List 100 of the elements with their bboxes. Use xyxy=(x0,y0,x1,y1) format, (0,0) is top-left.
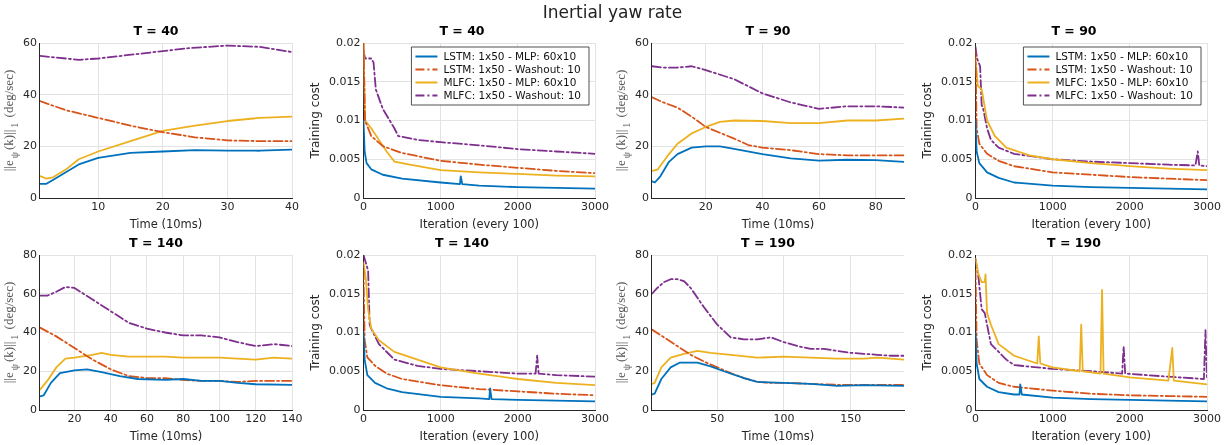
x-tick-label: 60 xyxy=(139,412,154,426)
x-axis-title: Iteration (every 100) xyxy=(419,217,539,232)
y-axis-title: ||eψ(k)||1 (deg/sec) xyxy=(613,281,632,384)
y-tick-label: 0 xyxy=(642,190,649,204)
x-tick-label: 2000 xyxy=(1115,200,1144,214)
y-tick-label: 0.01 xyxy=(947,113,973,127)
x-tick-label: 80 xyxy=(868,200,883,214)
chart-title: T = 90 xyxy=(1051,22,1097,38)
legend-label: LSTM: 1x50 - Washout: 10 xyxy=(1055,62,1193,75)
y-tick-label: 0 xyxy=(30,190,37,204)
chart-title: T = 40 xyxy=(439,22,485,38)
y-tick-label: 20 xyxy=(23,139,37,153)
y-tick-label: 0 xyxy=(30,402,37,416)
x-axis-title: Iteration (every 100) xyxy=(1031,217,1151,232)
y-axis-title: Training cost xyxy=(920,294,935,372)
y-tick-label: 60 xyxy=(635,286,649,300)
x-axis-title: Time (10ms) xyxy=(128,217,203,232)
y-tick-label: 20 xyxy=(23,364,37,378)
y-tick-label: 0.02 xyxy=(335,247,361,261)
x-tick-label: 40 xyxy=(755,200,770,214)
y-tick-label: 80 xyxy=(23,247,37,261)
y-tick-label: 0.01 xyxy=(335,113,361,127)
x-tick-label: 1000 xyxy=(426,412,455,426)
x-tick-label: 3000 xyxy=(581,412,609,426)
y-tick-label: 0 xyxy=(965,402,973,416)
y-tick-label: 0 xyxy=(965,190,973,204)
y-tick-label: 0.015 xyxy=(940,74,973,88)
y-tick-label: 60 xyxy=(23,35,37,49)
y-tick-label: 60 xyxy=(23,286,37,300)
line-series xyxy=(652,278,904,357)
legend-label: MLFC: 1x50 - MLP: 60x10 xyxy=(443,75,577,88)
line-series xyxy=(40,286,292,347)
y-tick-label: 0.005 xyxy=(940,364,973,378)
chart-title: T = 190 xyxy=(1047,234,1102,250)
x-tick-label: 3000 xyxy=(581,200,609,214)
x-axis-title: Time (10ms) xyxy=(128,429,203,444)
x-axis-title: Iteration (every 100) xyxy=(1031,429,1151,444)
x-axis-title: Time (10ms) xyxy=(740,429,815,444)
x-tick-label: 60 xyxy=(812,200,827,214)
y-tick-label: 0.015 xyxy=(328,74,361,88)
line-series xyxy=(652,96,904,157)
y-tick-label: 40 xyxy=(635,87,649,101)
y-tick-label: 60 xyxy=(635,35,649,49)
legend-label: MLFC: 1x50 - Washout: 10 xyxy=(1055,88,1193,101)
y-tick-label: 0 xyxy=(353,190,361,204)
y-tick-label: 0.005 xyxy=(328,152,361,166)
y-axis-title: ||eψ(k)||1 (deg/sec) xyxy=(1,281,20,384)
y-tick-label: 0.015 xyxy=(940,286,973,300)
x-tick-label: 20 xyxy=(67,412,82,426)
line-series xyxy=(652,65,904,110)
x-tick-label: 20 xyxy=(155,200,170,214)
chart-title: T = 40 xyxy=(133,22,179,38)
x-tick-label: 150 xyxy=(840,412,862,426)
legend-label: LSTM: 1x50 - Washout: 10 xyxy=(443,62,581,75)
x-tick-label: 40 xyxy=(285,200,299,214)
y-tick-label: 0.01 xyxy=(335,325,361,339)
y-axis-title: ||eψ(k)||1 (deg/sec) xyxy=(1,69,20,172)
y-tick-label: 0.02 xyxy=(947,247,973,261)
line-series xyxy=(40,326,292,383)
x-tick-label: 140 xyxy=(281,412,303,426)
y-tick-label: 0.005 xyxy=(328,364,361,378)
legend-label: MLFC: 1x50 - MLP: 60x10 xyxy=(1055,75,1189,88)
x-tick-label: 1000 xyxy=(426,200,455,214)
x-tick-label: 3000 xyxy=(1193,412,1221,426)
x-tick-label: 1000 xyxy=(1038,412,1067,426)
x-axis-title: Iteration (every 100) xyxy=(419,429,539,444)
text: Inertial yaw rate xyxy=(541,2,684,22)
chart-title: T = 140 xyxy=(129,234,184,250)
legend-label: MLFC: 1x50 - Washout: 10 xyxy=(443,88,581,101)
y-tick-label: 0 xyxy=(642,402,649,416)
chart-title: T = 140 xyxy=(435,234,490,250)
chart-title: T = 190 xyxy=(741,234,796,250)
x-tick-label: 20 xyxy=(698,200,713,214)
y-tick-label: 0.02 xyxy=(335,35,361,49)
y-tick-label: 0.005 xyxy=(940,152,973,166)
x-tick-label: 50 xyxy=(710,412,725,426)
y-tick-label: 0 xyxy=(353,402,361,416)
x-tick-label: 30 xyxy=(220,200,235,214)
x-tick-label: 10 xyxy=(91,200,106,214)
x-tick-label: 1000 xyxy=(1038,200,1067,214)
y-tick-label: 40 xyxy=(635,325,649,339)
x-axis-title: Time (10ms) xyxy=(740,217,815,232)
x-tick-label: 2000 xyxy=(1115,412,1144,426)
legend-label: LSTM: 1x50 - MLP: 60x10 xyxy=(443,49,577,62)
y-axis-title: Training cost xyxy=(920,82,935,160)
y-axis-title: ||eψ(k)||1 (deg/sec) xyxy=(613,69,632,172)
line-series xyxy=(40,100,292,143)
y-tick-label: 0.015 xyxy=(328,286,361,300)
y-tick-label: 0.02 xyxy=(947,35,973,49)
x-tick-label: 80 xyxy=(176,412,191,426)
chart-title: T = 90 xyxy=(745,22,791,38)
y-tick-label: 20 xyxy=(635,364,649,378)
x-tick-label: 100 xyxy=(208,412,230,426)
x-tick-label: 3000 xyxy=(1193,200,1221,214)
y-tick-label: 20 xyxy=(635,139,649,153)
y-tick-label: 40 xyxy=(23,325,37,339)
x-tick-label: 2000 xyxy=(503,412,532,426)
y-tick-label: 40 xyxy=(23,87,37,101)
x-tick-label: 40 xyxy=(103,412,118,426)
y-tick-label: 0.01 xyxy=(947,325,973,339)
